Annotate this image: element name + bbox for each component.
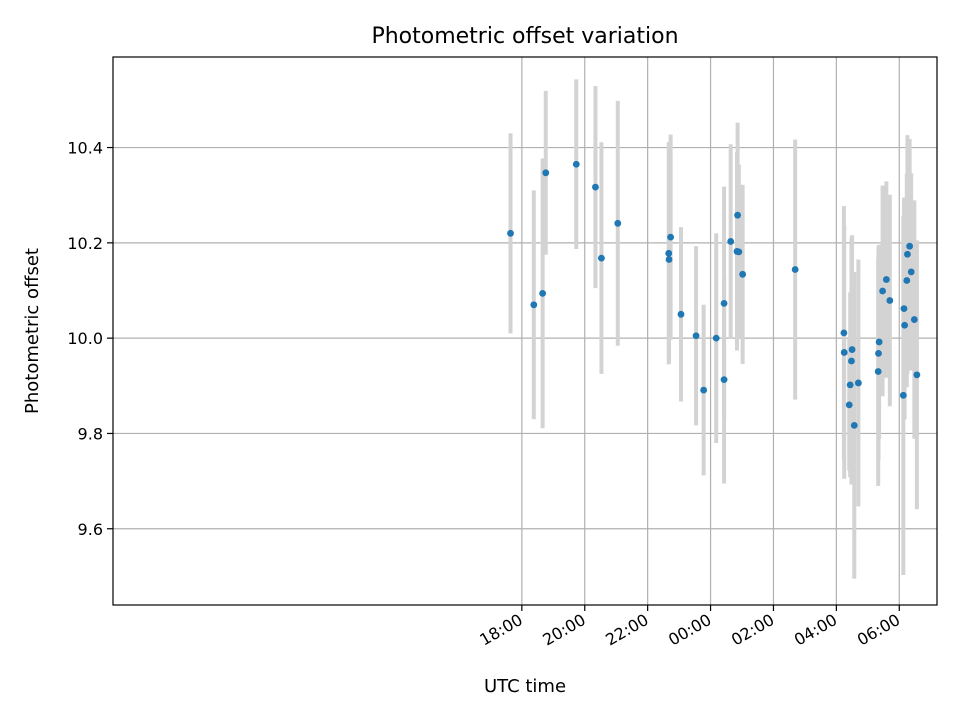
data-point — [848, 357, 855, 365]
errorbar-layer — [508, 79, 919, 579]
plot-frame — [112, 56, 938, 606]
data-point — [903, 277, 911, 284]
data-point — [712, 334, 720, 342]
data-point — [899, 391, 907, 399]
data-point — [539, 289, 547, 297]
y-tick-label: 9.6 — [78, 520, 103, 539]
data-point — [840, 329, 848, 337]
x-tick-label: 00:00 — [665, 610, 714, 650]
chart-title: Photometric offset variation — [371, 24, 678, 49]
data-point — [735, 248, 743, 256]
data-point — [882, 276, 890, 283]
data-point — [848, 346, 856, 353]
data-point — [913, 371, 921, 379]
data-point — [879, 287, 886, 295]
x-tick-label: 06:00 — [854, 610, 903, 650]
data-point — [727, 238, 735, 245]
y-tick-label: 10.2 — [67, 234, 103, 253]
y-tick-label: 9.8 — [78, 424, 103, 443]
data-point — [901, 321, 909, 329]
grid-layer — [113, 57, 937, 605]
data-point — [854, 379, 862, 387]
data-point — [692, 332, 700, 340]
x-tick-label: 22:00 — [602, 610, 651, 650]
data-point — [850, 421, 858, 429]
x-tick-label: 04:00 — [791, 610, 840, 650]
data-point — [907, 268, 915, 276]
point-layer — [507, 160, 921, 429]
tick-layer: 18:00 20:00 22:00 00:00 02:00 04:00 06:00 9.6 9.… — [67, 139, 903, 650]
data-point — [598, 254, 605, 262]
data-point — [667, 233, 675, 241]
data-point — [875, 338, 883, 346]
data-point — [542, 169, 550, 177]
data-point — [840, 349, 848, 356]
data-point — [900, 305, 908, 313]
data-point — [874, 368, 882, 375]
data-point — [791, 266, 799, 273]
x-tick-label: 02:00 — [728, 610, 777, 650]
x-tick-label: 18:00 — [476, 610, 525, 650]
data-point — [734, 211, 742, 219]
data-point — [845, 401, 853, 409]
x-tick-label: 20:00 — [539, 610, 588, 650]
data-point — [846, 381, 854, 389]
x-axis-label: UTC time — [484, 676, 566, 697]
data-point — [875, 349, 882, 357]
y-axis-label: Photometric offset — [22, 248, 43, 414]
data-point — [665, 256, 673, 263]
data-point — [720, 299, 728, 307]
data-point — [665, 249, 673, 257]
data-point — [739, 270, 747, 278]
data-point — [720, 376, 728, 384]
data-point — [904, 250, 911, 258]
data-point — [677, 310, 685, 318]
data-point — [614, 219, 622, 227]
data-point — [700, 386, 708, 394]
data-point — [530, 301, 538, 309]
data-point — [906, 242, 914, 250]
data-point — [507, 229, 514, 237]
data-point — [592, 183, 599, 191]
y-tick-label: 10.4 — [67, 139, 103, 158]
data-point — [572, 160, 580, 168]
data-point — [910, 316, 918, 323]
y-tick-label: 10.0 — [67, 329, 103, 348]
data-point — [886, 297, 894, 304]
